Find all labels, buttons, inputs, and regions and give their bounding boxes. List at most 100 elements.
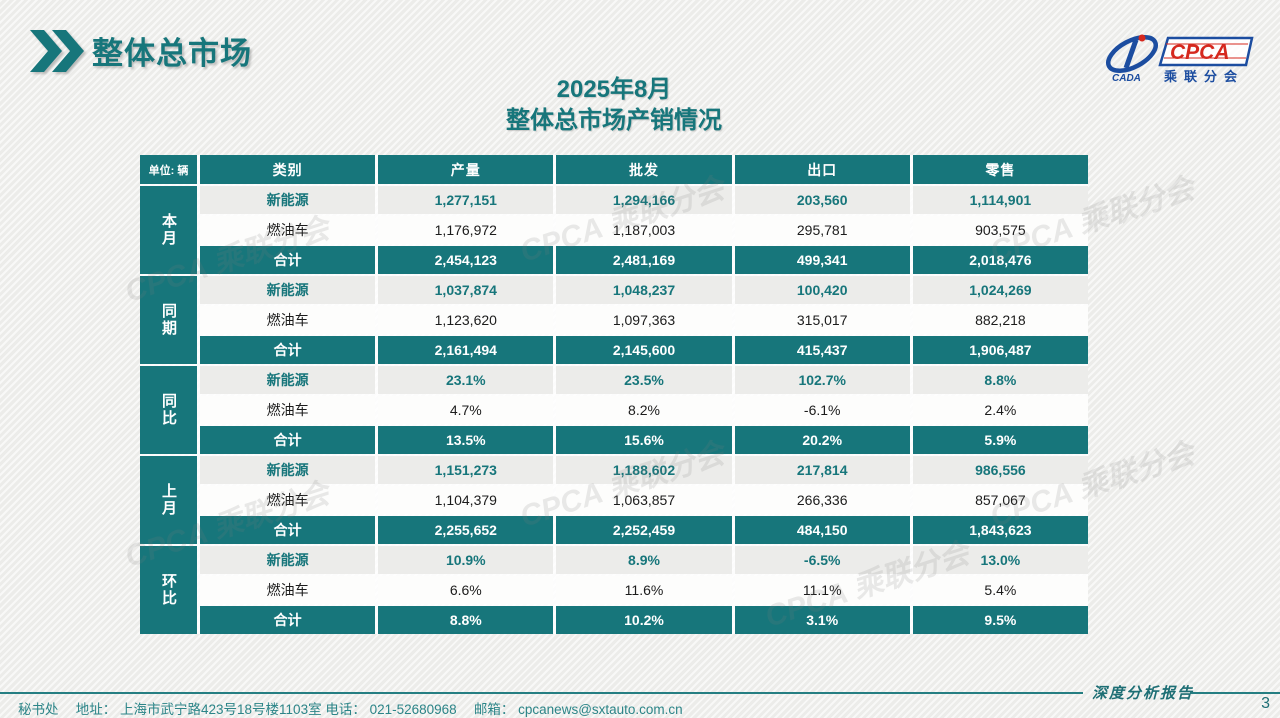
value-cell: 3.1% [734, 606, 910, 634]
value-cell: 15.6% [556, 426, 732, 454]
row-label: 燃油车 [200, 396, 376, 424]
value-cell: 8.8% [378, 606, 554, 634]
column-header: 产量 [378, 155, 554, 184]
group-label: 上月 [140, 456, 197, 544]
value-cell: 295,781 [734, 216, 910, 244]
value-cell: 1,114,901 [912, 186, 1088, 214]
value-cell: 203,560 [734, 186, 910, 214]
value-cell: 2,255,652 [378, 516, 554, 544]
heading-line1: 2025年8月 [556, 76, 672, 103]
row-label: 新能源 [200, 366, 376, 394]
page-title: 整体总市场 [92, 36, 252, 71]
value-cell: 8.8% [912, 366, 1088, 394]
value-cell: 5.9% [912, 426, 1088, 454]
value-cell: 1,104,379 [378, 486, 554, 514]
column-header: 类别 [200, 155, 376, 184]
value-cell: 1,906,487 [912, 336, 1088, 364]
footer-divider [0, 692, 1083, 694]
value-cell: 903,575 [912, 216, 1088, 244]
value-cell: 1,123,620 [378, 306, 554, 334]
value-cell: 11.6% [556, 576, 732, 604]
column-header: 批发 [556, 155, 732, 184]
value-cell: -6.1% [734, 396, 910, 424]
row-label: 合计 [200, 246, 376, 274]
page-header: 整体总市场 [30, 28, 252, 73]
value-cell: 1,843,623 [912, 516, 1088, 544]
value-cell: 23.1% [378, 366, 554, 394]
column-header: 出口 [734, 155, 910, 184]
value-cell: 100,420 [734, 276, 910, 304]
row-label: 新能源 [200, 546, 376, 574]
value-cell: 10.2% [556, 606, 732, 634]
group-label: 本月 [140, 186, 197, 274]
value-cell: 13.0% [912, 546, 1088, 574]
value-cell: 857,067 [912, 486, 1088, 514]
value-cell: 415,437 [734, 336, 910, 364]
double-chevron-icon [30, 29, 84, 72]
value-cell: 1,063,857 [556, 486, 732, 514]
row-label: 新能源 [200, 456, 376, 484]
value-cell: 986,556 [912, 456, 1088, 484]
value-cell: 1,187,003 [556, 216, 732, 244]
row-label: 合计 [200, 516, 376, 544]
value-cell: 20.2% [734, 426, 910, 454]
value-cell: 1,188,602 [556, 456, 732, 484]
value-cell: 6.6% [378, 576, 554, 604]
column-header: 零售 [912, 155, 1088, 184]
value-cell: -6.5% [734, 546, 910, 574]
logo-subtitle-text: 乘联分会 [1163, 69, 1244, 84]
value-cell: 2,161,494 [378, 336, 554, 364]
cpca-logo: CADA CPCA 乘联分会 [1102, 28, 1254, 91]
value-cell: 5.4% [912, 576, 1088, 604]
value-cell: 8.2% [556, 396, 732, 424]
value-cell: 9.5% [912, 606, 1088, 634]
cpca-logo-graphic: CADA CPCA 乘联分会 [1105, 34, 1254, 84]
value-cell: 266,336 [734, 486, 910, 514]
value-cell: 217,814 [734, 456, 910, 484]
market-table: 单位: 辆类别 产量 批发 出口 零售 本月 新能源 1,277,151 1,294,166 20… [140, 155, 1088, 634]
value-cell: 2,145,600 [556, 336, 732, 364]
footer-divider [1190, 692, 1280, 694]
row-label: 燃油车 [200, 576, 376, 604]
row-label: 燃油车 [200, 486, 376, 514]
row-label: 新能源 [200, 276, 376, 304]
value-cell: 13.5% [378, 426, 554, 454]
value-cell: 4.7% [378, 396, 554, 424]
value-cell: 2,481,169 [556, 246, 732, 274]
group-label: 同期 [140, 276, 197, 364]
group-label: 环比 [140, 546, 197, 634]
row-label: 合计 [200, 336, 376, 364]
value-cell: 1,176,972 [378, 216, 554, 244]
value-cell: 2.4% [912, 396, 1088, 424]
footer-contact-info: 秘书处 地址： 上海市武宁路423号18号楼1103室 电话： 021-5268… [18, 702, 683, 717]
value-cell: 2,454,123 [378, 246, 554, 274]
report-type-label: 深度分析报告 [1092, 684, 1195, 702]
unit-cell: 单位: 辆 [140, 155, 197, 184]
value-cell: 1,294,166 [556, 186, 732, 214]
value-cell: 10.9% [378, 546, 554, 574]
value-cell: 499,341 [734, 246, 910, 274]
heading-line2: 整体总市场产销情况 [506, 107, 722, 134]
value-cell: 1,097,363 [556, 306, 732, 334]
slide-heading: 2025年8月 整体总市场产销情况 [140, 74, 1088, 136]
row-label: 燃油车 [200, 306, 376, 334]
value-cell: 2,252,459 [556, 516, 732, 544]
group-label: 同比 [140, 366, 197, 454]
value-cell: 1,048,237 [556, 276, 732, 304]
row-label: 燃油车 [200, 216, 376, 244]
value-cell: 102.7% [734, 366, 910, 394]
page-number: 3 [1261, 695, 1270, 712]
value-cell: 11.1% [734, 576, 910, 604]
value-cell: 8.9% [556, 546, 732, 574]
value-cell: 315,017 [734, 306, 910, 334]
logo-cpca-text: CPCA [1170, 41, 1230, 64]
value-cell: 1,024,269 [912, 276, 1088, 304]
value-cell: 1,277,151 [378, 186, 554, 214]
row-label: 合计 [200, 606, 376, 634]
row-label: 合计 [200, 426, 376, 454]
row-label: 新能源 [200, 186, 376, 214]
logo-cada-text: CADA [1112, 73, 1141, 84]
value-cell: 2,018,476 [912, 246, 1088, 274]
value-cell: 882,218 [912, 306, 1088, 334]
value-cell: 23.5% [556, 366, 732, 394]
